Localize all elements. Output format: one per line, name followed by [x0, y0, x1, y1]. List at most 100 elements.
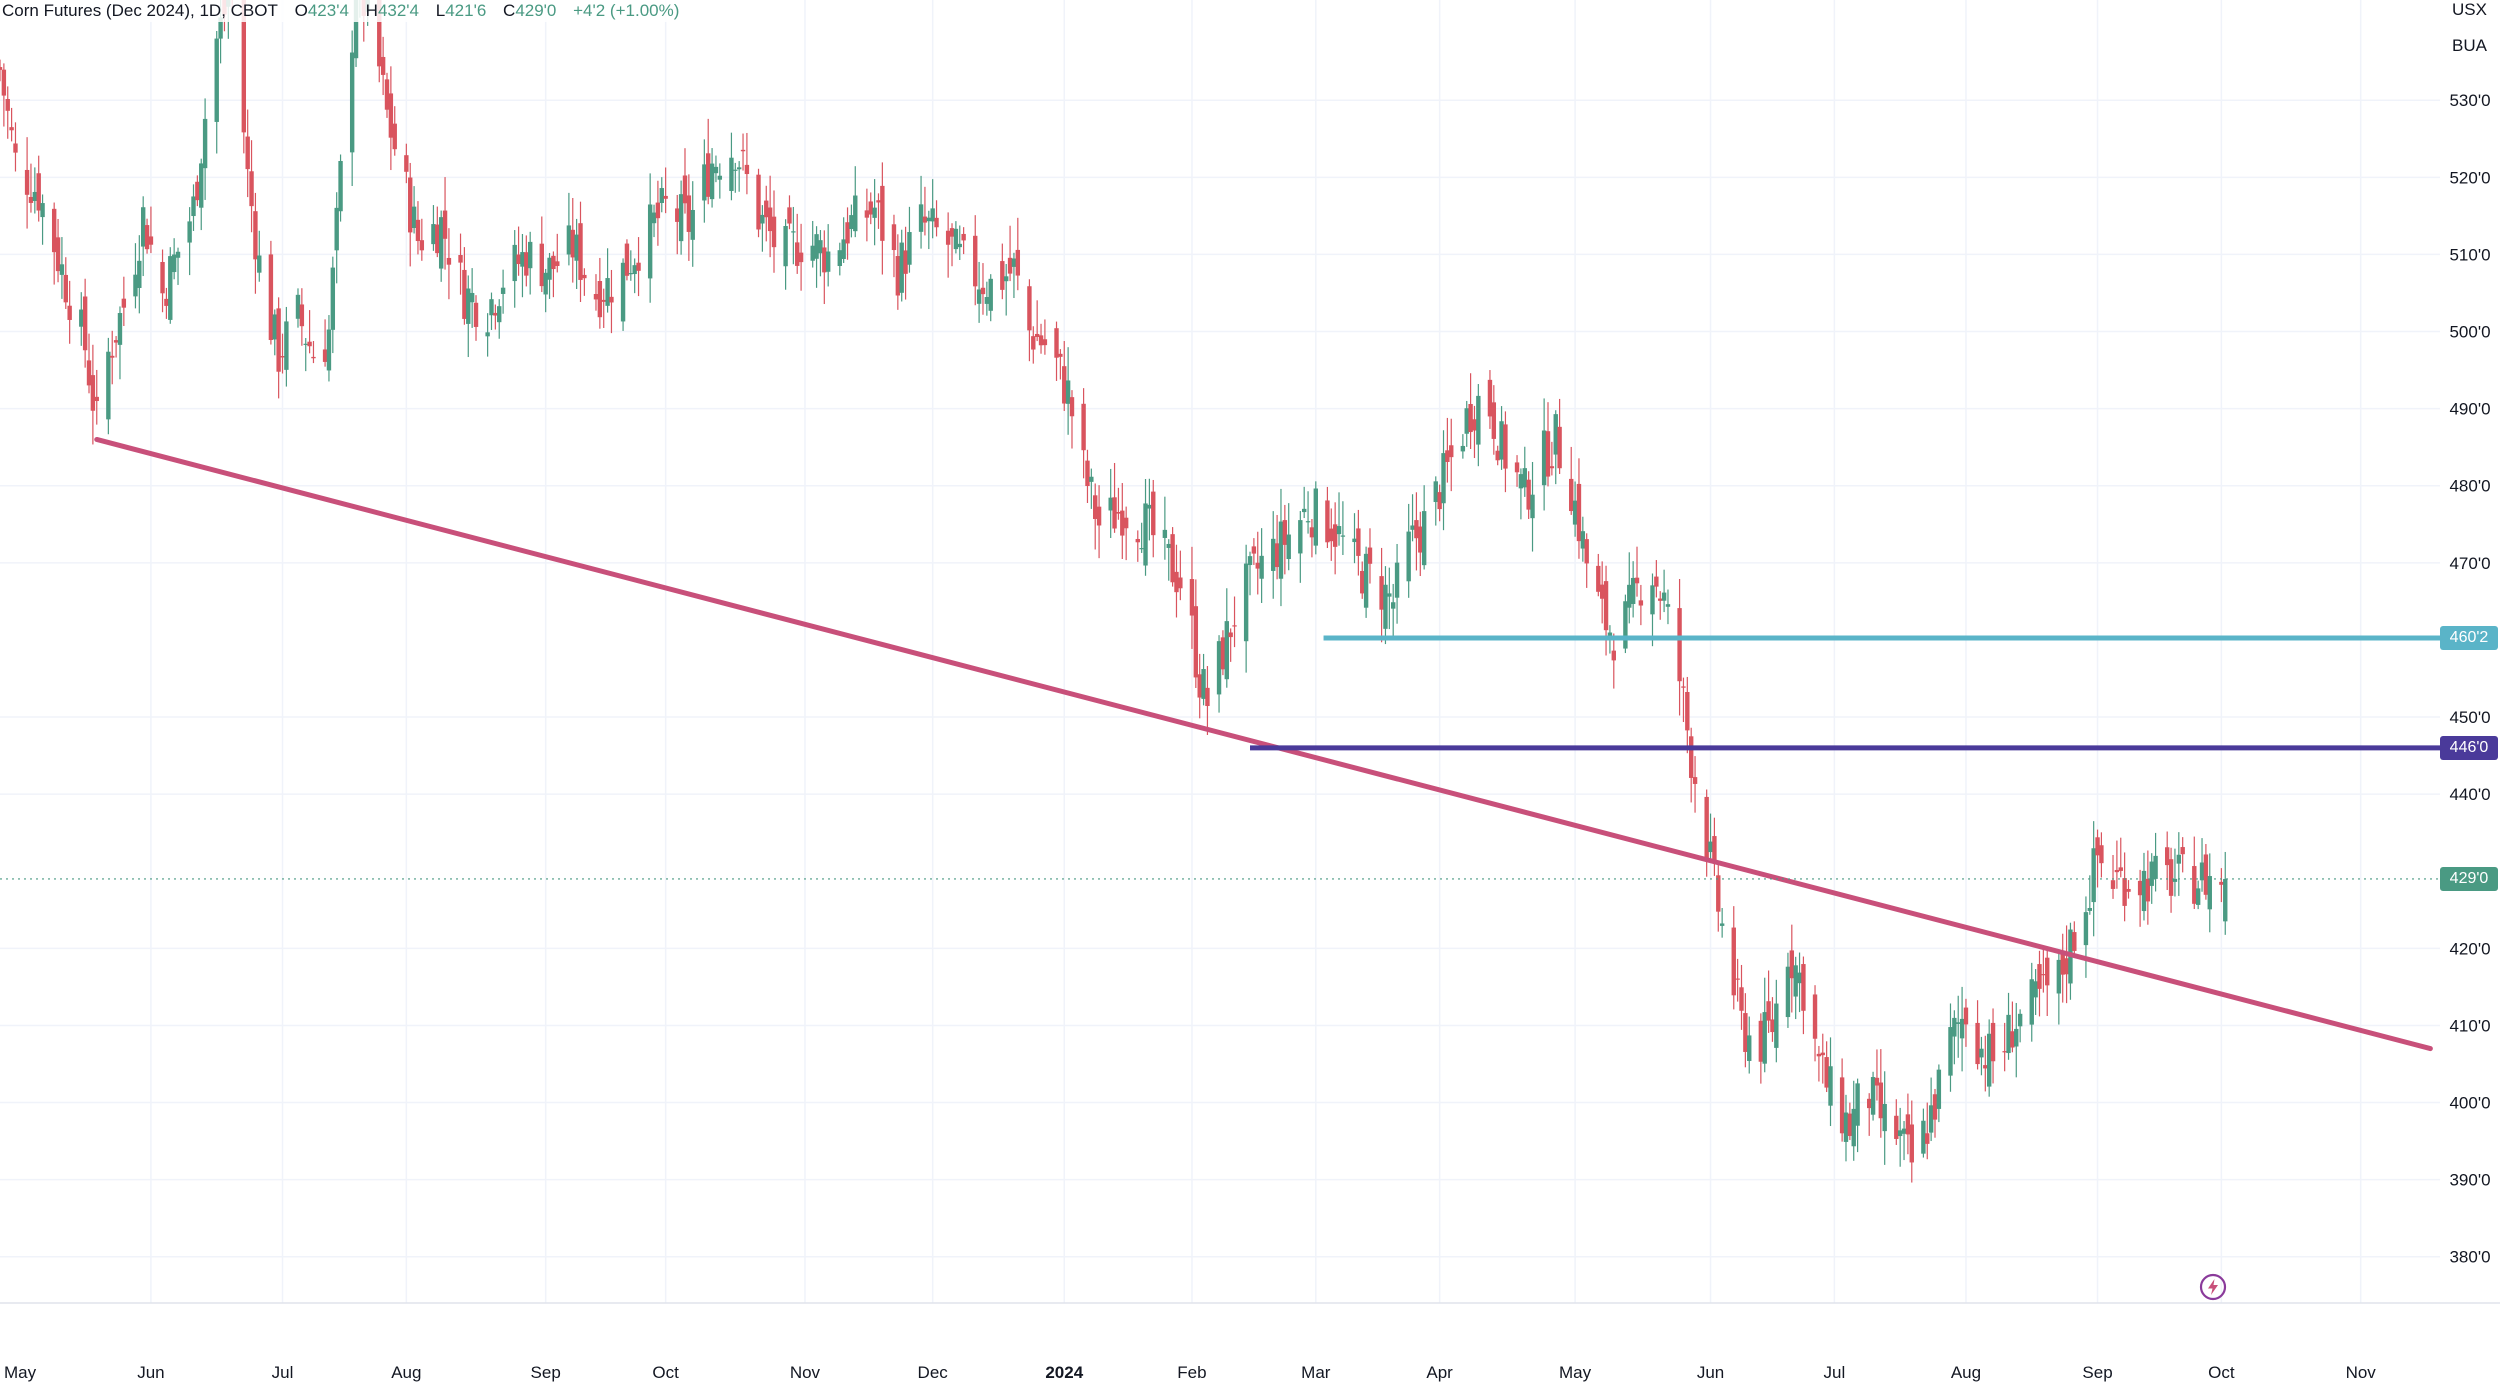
candle[interactable]: [9, 107, 14, 142]
candle[interactable]: [1120, 483, 1125, 560]
candle[interactable]: [837, 242, 842, 276]
candle[interactable]: [2114, 840, 2120, 889]
candle[interactable]: [55, 218, 61, 283]
candle[interactable]: [214, 31, 219, 154]
candle[interactable]: [1011, 252, 1017, 299]
candle[interactable]: [1793, 956, 1798, 1020]
candle[interactable]: [926, 210, 931, 250]
candle[interactable]: [1681, 677, 1686, 723]
candle[interactable]: [1688, 727, 1694, 803]
candle[interactable]: [497, 299, 502, 339]
candle[interactable]: [1007, 225, 1013, 282]
candle[interactable]: [187, 207, 192, 276]
candle[interactable]: [636, 237, 641, 297]
candle[interactable]: [1572, 481, 1578, 537]
candle[interactable]: [1503, 411, 1508, 493]
candle[interactable]: [384, 72, 390, 118]
candle[interactable]: [1495, 445, 1500, 466]
candle[interactable]: [1630, 561, 1636, 618]
unit-label[interactable]: BUA: [2452, 36, 2487, 55]
candle[interactable]: [551, 251, 556, 298]
candle[interactable]: [682, 148, 688, 214]
candle[interactable]: [1491, 385, 1497, 455]
candle[interactable]: [1959, 986, 1965, 1072]
candle[interactable]: [1305, 491, 1311, 534]
candle[interactable]: [1015, 217, 1021, 291]
candle[interactable]: [555, 233, 560, 273]
candle[interactable]: [1797, 952, 1802, 1013]
candle[interactable]: [1735, 958, 1740, 1002]
candle[interactable]: [845, 207, 850, 260]
candle[interactable]: [1464, 400, 1469, 447]
candle[interactable]: [1874, 1049, 1880, 1101]
candle[interactable]: [822, 230, 827, 305]
candle[interactable]: [647, 173, 653, 303]
candle[interactable]: [1894, 1099, 1899, 1145]
candle[interactable]: [2219, 868, 2224, 903]
candle[interactable]: [1847, 1102, 1853, 1141]
candle[interactable]: [702, 139, 707, 223]
candle[interactable]: [976, 261, 982, 323]
candle[interactable]: [311, 341, 316, 364]
candle[interactable]: [814, 226, 819, 288]
candle[interactable]: [1921, 1108, 1926, 1158]
candle[interactable]: [1379, 547, 1384, 643]
candle[interactable]: [767, 175, 773, 258]
candle[interactable]: [1228, 628, 1233, 662]
candle[interactable]: [593, 274, 599, 311]
candle[interactable]: [1081, 388, 1086, 479]
candle[interactable]: [1611, 633, 1616, 689]
candle[interactable]: [36, 155, 41, 222]
candle[interactable]: [245, 109, 250, 198]
candle[interactable]: [1638, 584, 1644, 626]
candle[interactable]: [462, 247, 467, 325]
candle[interactable]: [810, 220, 815, 268]
candle[interactable]: [945, 212, 951, 278]
candle[interactable]: [1054, 321, 1059, 381]
candles[interactable]: [0, 0, 2228, 1183]
candle[interactable]: [1990, 1008, 1996, 1084]
candle[interactable]: [1658, 591, 1663, 620]
candle[interactable]: [717, 163, 723, 199]
candle[interactable]: [1042, 319, 1048, 355]
candle[interactable]: [628, 250, 634, 281]
candle[interactable]: [1391, 583, 1396, 637]
candle[interactable]: [1584, 533, 1589, 588]
candle[interactable]: [2091, 821, 2096, 937]
candle[interactable]: [2068, 922, 2073, 1000]
candle[interactable]: [1747, 1016, 1752, 1074]
candle[interactable]: [1956, 995, 1961, 1058]
candle[interactable]: [1286, 503, 1291, 571]
candle[interactable]: [160, 249, 165, 313]
candle[interactable]: [678, 180, 684, 255]
candle[interactable]: [1038, 323, 1044, 354]
candle[interactable]: [2176, 832, 2182, 896]
candle[interactable]: [94, 369, 99, 425]
candle[interactable]: [117, 306, 123, 380]
candle[interactable]: [907, 206, 912, 273]
candle[interactable]: [1549, 441, 1555, 476]
candle[interactable]: [32, 167, 38, 214]
candle[interactable]: [520, 234, 525, 298]
candle[interactable]: [133, 243, 138, 309]
candle[interactable]: [1514, 455, 1520, 487]
candle[interactable]: [353, 0, 359, 67]
candle[interactable]: [1824, 1041, 1829, 1093]
candle[interactable]: [2145, 850, 2151, 925]
candle[interactable]: [1259, 528, 1264, 603]
candle[interactable]: [1963, 998, 1969, 1047]
candle[interactable]: [1983, 1035, 1988, 1092]
candle[interactable]: [1433, 476, 1438, 526]
candle[interactable]: [853, 166, 858, 238]
candle[interactable]: [1174, 544, 1179, 618]
candle[interactable]: [1925, 1102, 1930, 1160]
candle[interactable]: [1309, 518, 1315, 558]
candle[interactable]: [2010, 1001, 2015, 1053]
candle[interactable]: [1166, 539, 1171, 581]
candle[interactable]: [934, 200, 939, 237]
candle[interactable]: [1789, 924, 1795, 1013]
candle[interactable]: [2223, 851, 2228, 935]
candle[interactable]: [1189, 546, 1195, 649]
candle[interactable]: [2045, 950, 2050, 1017]
candle[interactable]: [988, 274, 993, 322]
